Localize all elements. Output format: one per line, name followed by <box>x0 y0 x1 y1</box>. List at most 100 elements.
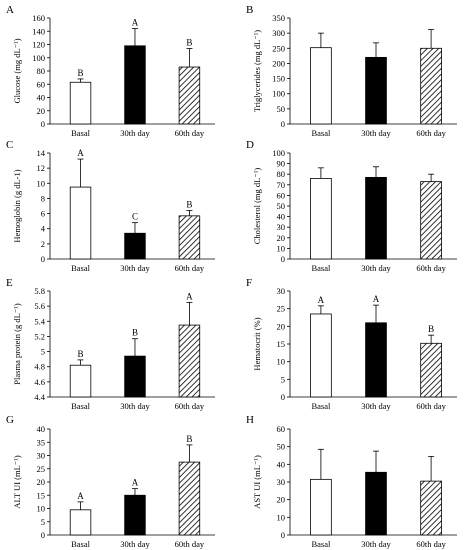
y-tick-label: 300 <box>272 28 285 38</box>
panel-letter: B <box>246 4 253 16</box>
category-label: 60th day <box>175 263 205 273</box>
y-tick-label: 10 <box>277 357 286 367</box>
y-tick-label: 20 <box>37 106 46 116</box>
bar-basal <box>69 364 92 398</box>
y-tick-label: 120 <box>32 40 45 50</box>
bar-day60 <box>178 215 201 260</box>
panel-c: C 0 2 4 6 8 10 12 14 Hemoglobin (g dL-1) A Basal C 30… <box>6 139 215 273</box>
significance-label: B <box>132 328 138 338</box>
bar-day60 <box>420 342 442 398</box>
category-label: Basal <box>71 128 91 138</box>
panel-g: G 0 5 10 15 20 25 30 35 40 ALT UI (mL⁻¹) A Basal A 30t… <box>6 414 215 549</box>
category-label: 60th day <box>175 539 205 549</box>
y-tick-label: 90 <box>277 159 286 169</box>
y-tick-label: 80 <box>277 169 286 179</box>
y-tick-label: 50 <box>277 442 286 452</box>
y-tick-label: 5 <box>281 374 285 384</box>
panel-a: A 0 20 40 60 80 100 120 140 160 Glucose (mg dL⁻¹) B… <box>6 4 215 138</box>
y-tick-label: 40 <box>277 459 286 469</box>
bar-day30 <box>124 494 146 536</box>
y-tick-label: 0 <box>281 254 285 264</box>
bar-day60 <box>178 66 201 125</box>
y-axis-label: Cholesterol (mg dL⁻¹) <box>252 168 262 245</box>
y-axis-label: Plasma protein (g dL⁻¹) <box>12 303 22 385</box>
category-label: 30th day <box>361 539 391 549</box>
bar-day30 <box>124 355 146 398</box>
y-tick-label: 100 <box>272 89 285 99</box>
category-label: 30th day <box>120 539 150 549</box>
panel-letter: E <box>6 277 13 289</box>
bar-day60 <box>420 480 442 536</box>
y-tick-label: 4.6 <box>34 377 45 387</box>
y-tick-label: 80 <box>37 66 46 76</box>
significance-label: A <box>318 295 325 305</box>
y-tick-label: 20 <box>277 321 286 331</box>
y-tick-label: 30 <box>277 222 286 232</box>
y-axis-label: Glucose (mg dL⁻¹) <box>12 38 22 103</box>
bar-basal <box>310 478 332 536</box>
y-tick-label: 0 <box>281 119 285 129</box>
y-tick-label: 30 <box>37 451 46 461</box>
significance-label: C <box>132 212 138 222</box>
y-tick-label: 70 <box>277 180 286 190</box>
y-axis-label: Triglycerides (mg dL⁻¹) <box>252 30 262 112</box>
y-tick-label: 250 <box>272 43 285 53</box>
y-tick-label: 30 <box>277 477 286 487</box>
y-tick-label: 40 <box>37 424 46 434</box>
y-tick-label: 0 <box>41 530 45 540</box>
y-tick-label: 5 <box>41 517 45 527</box>
y-tick-label: 10 <box>277 512 286 522</box>
y-tick-label: 100 <box>32 53 45 63</box>
y-axis-label: Hemoglobin (g dL-1) <box>12 169 22 242</box>
category-label: 30th day <box>120 401 150 411</box>
panel-letter: G <box>6 414 14 426</box>
y-tick-label: 60 <box>277 190 286 200</box>
category-label: Basal <box>311 263 331 273</box>
category-label: Basal <box>311 539 331 549</box>
y-tick-label: 15 <box>37 490 46 500</box>
y-axis-label: ALT UI (mL⁻¹) <box>12 455 22 508</box>
y-tick-label: 200 <box>272 58 285 68</box>
y-tick-label: 60 <box>277 424 286 434</box>
y-tick-label: 0 <box>41 254 45 264</box>
bar-day30 <box>365 471 387 536</box>
bar-day30 <box>365 176 387 260</box>
panel-f: F 0 5 10 15 20 25 30 Hematocrit (%) A Basal A 30th d… <box>246 277 457 411</box>
y-tick-label: 140 <box>32 26 45 36</box>
y-tick-label: 25 <box>37 464 46 474</box>
y-axis-label: AST UI (mL⁻¹) <box>252 455 262 509</box>
y-tick-label: 10 <box>277 243 286 253</box>
bar-day60 <box>420 181 442 260</box>
significance-label: A <box>77 148 84 158</box>
significance-label: B <box>78 349 84 359</box>
y-tick-label: 0 <box>281 530 285 540</box>
significance-label: A <box>373 294 380 304</box>
y-tick-label: 20 <box>277 495 286 505</box>
y-tick-label: 14 <box>37 148 46 158</box>
y-tick-label: 12 <box>37 163 46 173</box>
significance-label: B <box>186 434 192 444</box>
y-tick-label: 8 <box>41 193 45 203</box>
bar-basal <box>69 509 92 536</box>
category-label: 30th day <box>361 263 391 273</box>
panel-e: E 4.4 4.6 4.8 5 5.2 5.4 5.6 5.8 Plasma protein (g… <box>6 277 215 411</box>
category-label: 60th day <box>175 128 205 138</box>
category-label: 30th day <box>361 401 391 411</box>
y-tick-label: 350 <box>272 13 285 23</box>
bar-day60 <box>178 324 201 398</box>
significance-label: A <box>77 491 84 501</box>
y-tick-label: 160 <box>32 13 45 23</box>
y-tick-label: 5.2 <box>34 331 45 341</box>
category-label: 30th day <box>361 128 391 138</box>
y-tick-label: 5.4 <box>34 316 45 326</box>
y-tick-label: 50 <box>277 104 286 114</box>
bar-basal <box>69 81 92 125</box>
category-label: 30th day <box>120 128 150 138</box>
y-tick-label: 50 <box>277 201 286 211</box>
category-label: 30th day <box>120 263 150 273</box>
y-tick-label: 2 <box>41 239 45 249</box>
category-label: 60th day <box>416 539 446 549</box>
bar-basal <box>310 178 332 260</box>
